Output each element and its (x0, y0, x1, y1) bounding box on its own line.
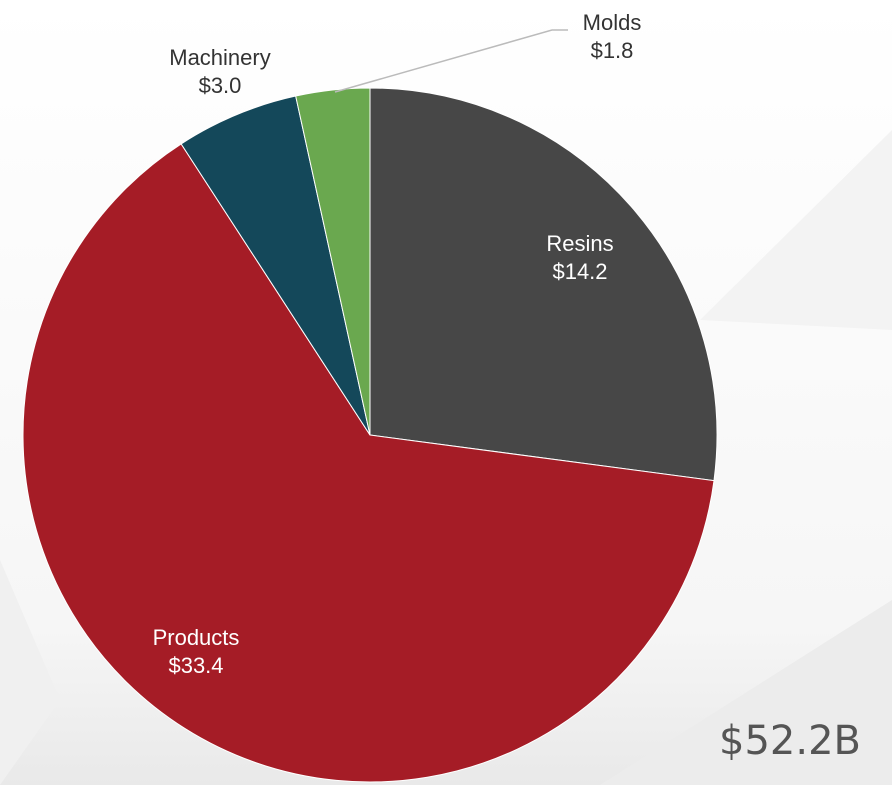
pie-slice (180, 95, 371, 436)
pie-slice (295, 87, 371, 436)
slice-value-label: $1.8 (591, 38, 634, 63)
background-shape (700, 130, 892, 330)
slice-label: Products (153, 625, 240, 650)
background-shape (0, 560, 60, 785)
slice-label: Molds (583, 10, 642, 35)
slice-value-label: $14.2 (552, 259, 607, 284)
leader-line (334, 29, 568, 93)
slice-value-label: $33.4 (168, 653, 223, 678)
slice-label: Machinery (169, 45, 270, 70)
pie-slice (22, 143, 715, 783)
pie (22, 87, 718, 783)
background-shape (600, 600, 892, 785)
labels: Resins $14.2 Products $33.4 Machinery $3.0 Mol… (153, 10, 642, 678)
slice-label: Resins (546, 231, 613, 256)
pie-slice (369, 87, 718, 482)
total-annotation: $52.2B (719, 718, 861, 764)
slice-value-label: $3.0 (199, 73, 242, 98)
